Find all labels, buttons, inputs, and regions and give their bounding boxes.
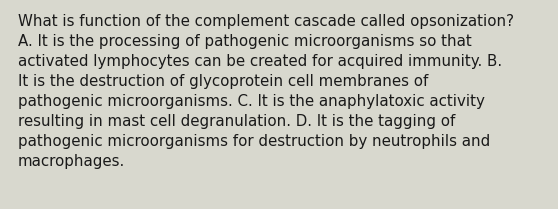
Text: What is function of the complement cascade called opsonization?
A. It is the pro: What is function of the complement casca…	[18, 14, 514, 169]
